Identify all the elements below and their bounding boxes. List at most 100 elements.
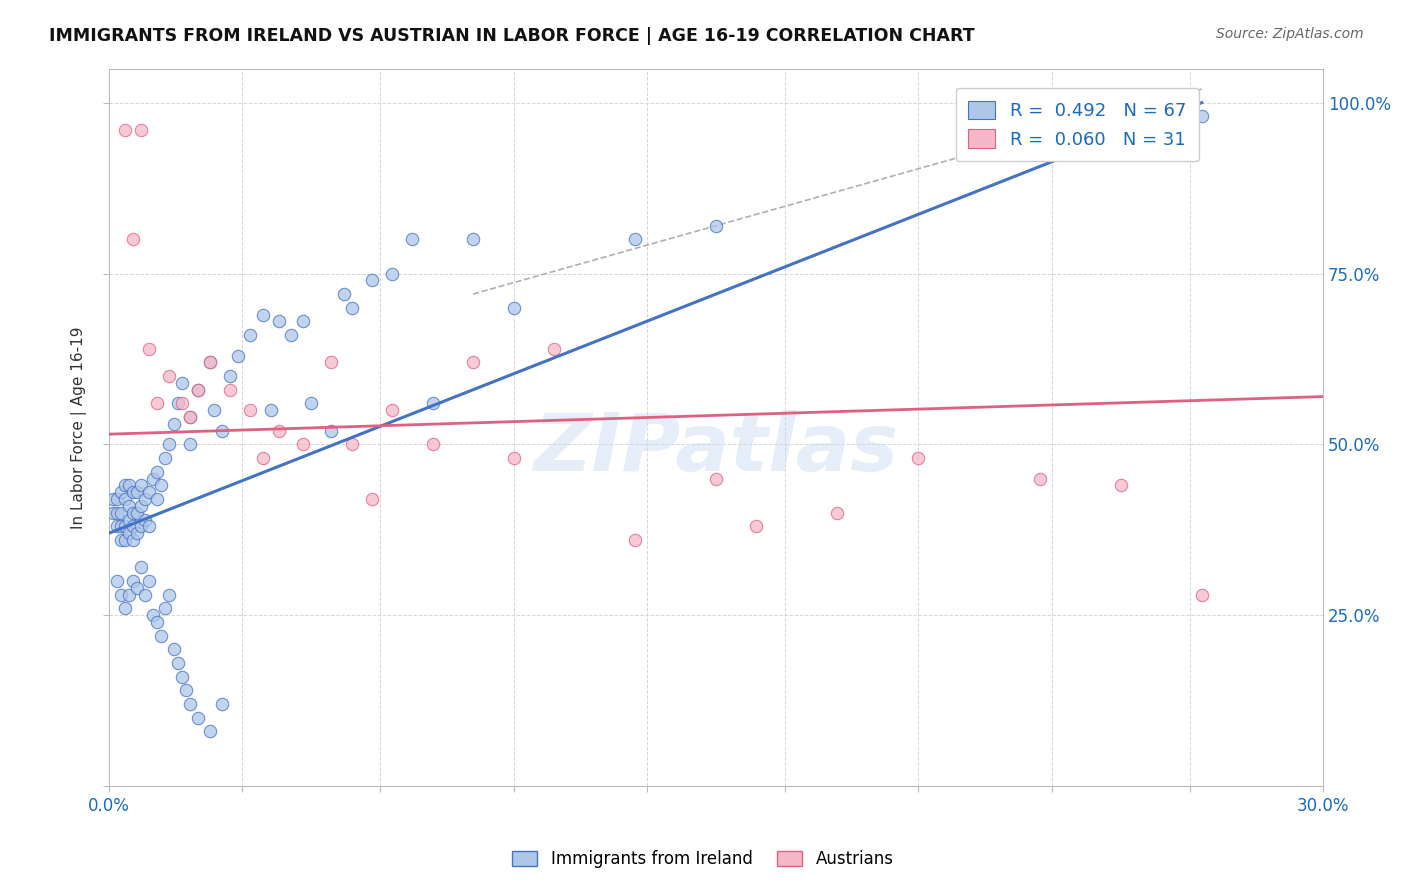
Point [239,403,262,417]
Point [170,670,193,684]
Point [198,355,221,369]
Point [239,328,262,343]
Point [114,533,136,547]
Point [146,396,169,410]
Point [219,383,242,397]
Legend: R =  0.492   N = 67, R =  0.060   N = 31: R = 0.492 N = 67, R = 0.060 N = 31 [956,88,1199,161]
Point [170,396,193,410]
Point [187,711,209,725]
Point [138,485,160,500]
Point [138,342,160,356]
Point [299,396,322,410]
Point [114,123,136,137]
Point [146,492,169,507]
Point [138,574,160,588]
Point [187,383,209,397]
Point [360,273,382,287]
Point [704,472,727,486]
Point [118,513,141,527]
Point [129,560,152,574]
Point [155,451,177,466]
Point [198,355,221,369]
Point [422,396,444,410]
Point [166,656,188,670]
Point [170,376,193,390]
Point [1109,478,1132,492]
Point [114,601,136,615]
Point [187,383,209,397]
Point [129,478,152,492]
Point [122,232,145,246]
Point [280,328,302,343]
Point [122,574,145,588]
Point [105,492,128,507]
Point [114,492,136,507]
Point [381,403,404,417]
Point [127,506,149,520]
Point [502,451,524,466]
Point [219,369,242,384]
Point [340,301,363,315]
Point [252,451,274,466]
Point [105,506,128,520]
Point [226,349,249,363]
Point [142,472,165,486]
Point [745,519,768,533]
Point [155,601,177,615]
Point [127,485,149,500]
Point [122,533,145,547]
Point [166,396,188,410]
Point [461,355,484,369]
Point [118,499,141,513]
Point [122,519,145,533]
Point [461,232,484,246]
Point [1191,109,1213,123]
Point [827,506,849,520]
Point [122,485,145,500]
Point [174,683,197,698]
Point [159,437,181,451]
Point [110,519,132,533]
Point [122,506,145,520]
Point [129,499,152,513]
Text: Source: ZipAtlas.com: Source: ZipAtlas.com [1216,27,1364,41]
Point [146,615,169,629]
Point [340,437,363,451]
Point [252,308,274,322]
Point [127,526,149,541]
Point [624,232,647,246]
Point [624,533,647,547]
Point [142,608,165,623]
Point [162,642,184,657]
Point [114,519,136,533]
Point [110,506,132,520]
Point [198,724,221,739]
Point [129,123,152,137]
Point [381,267,404,281]
Point [146,465,169,479]
Point [360,492,382,507]
Point [162,417,184,431]
Point [211,697,233,711]
Point [321,355,343,369]
Point [292,437,315,451]
Point [118,478,141,492]
Point [267,314,290,328]
Point [502,301,524,315]
Point [110,588,132,602]
Point [260,403,283,417]
Point [543,342,565,356]
Point [127,581,149,595]
Point [134,513,156,527]
Point [159,369,181,384]
Point [110,533,132,547]
Point [179,697,201,711]
Point [105,519,128,533]
Point [179,410,201,425]
Point [159,588,181,602]
Point [134,492,156,507]
Point [101,506,124,520]
Point [134,588,156,602]
Text: ZIPatlas: ZIPatlas [533,409,898,488]
Point [114,478,136,492]
